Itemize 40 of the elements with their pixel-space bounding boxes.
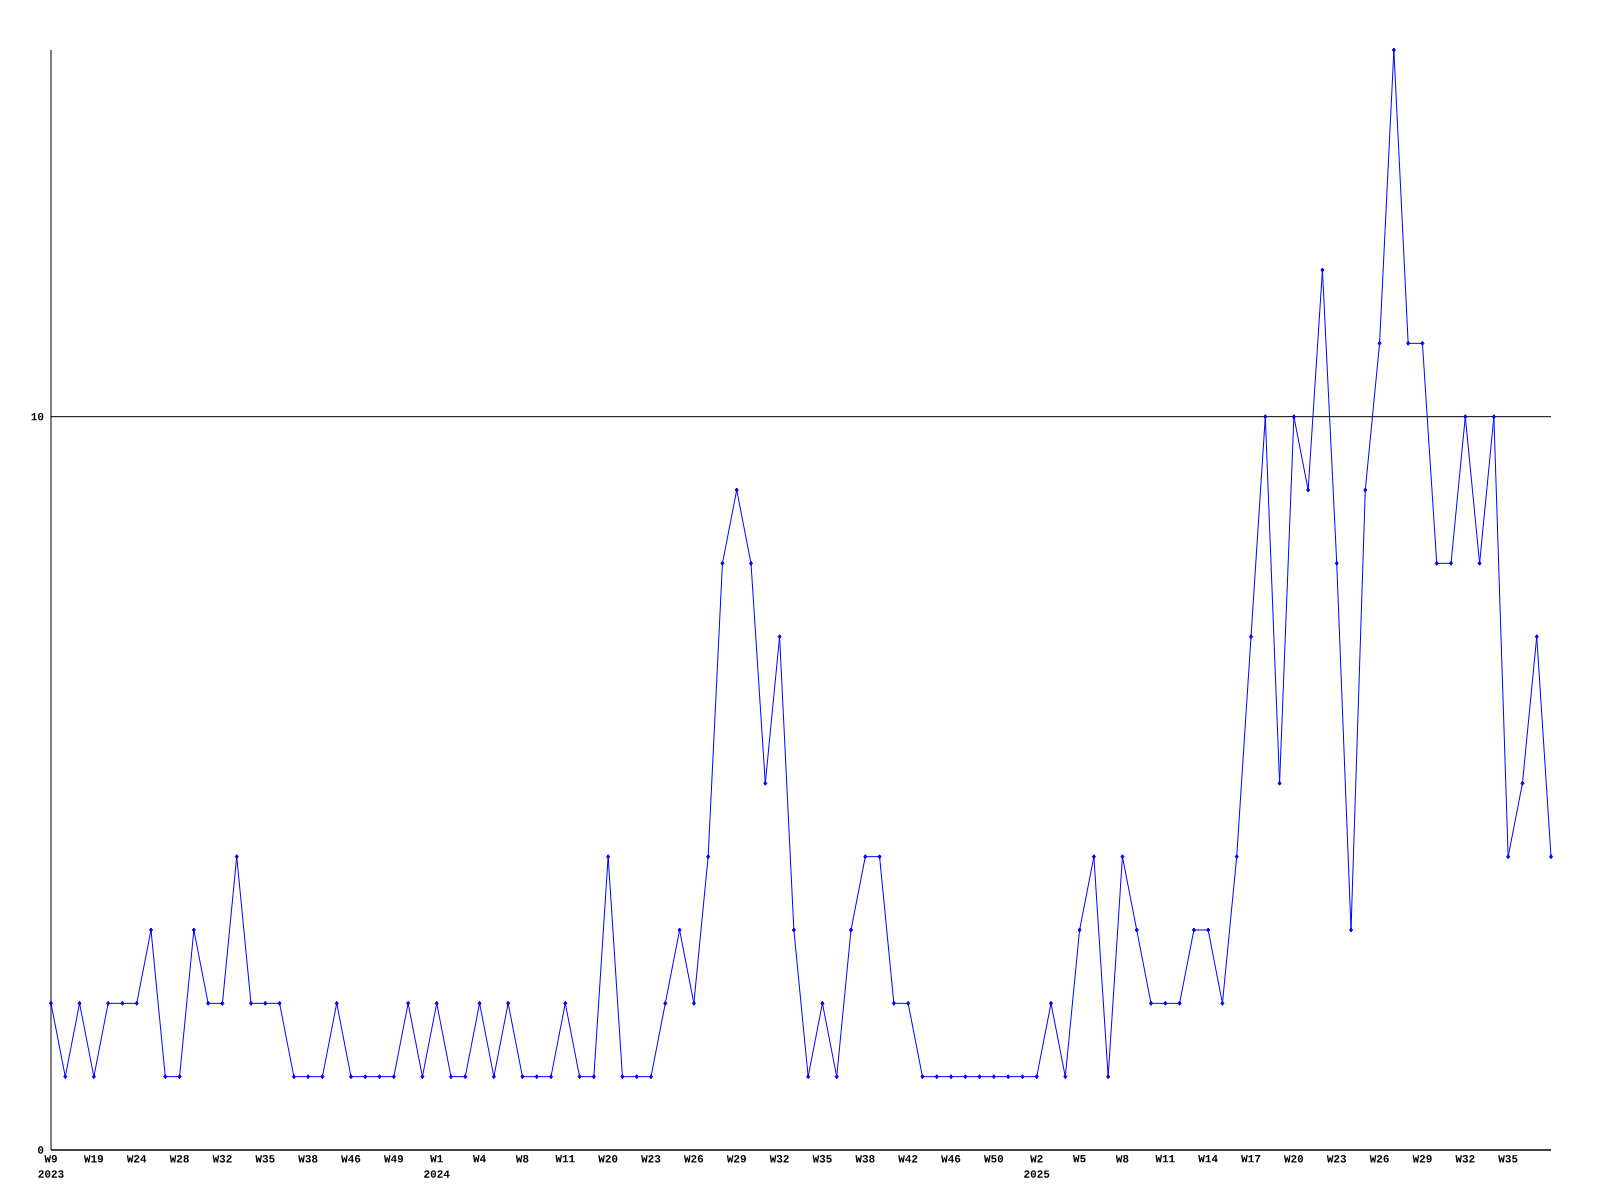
text: 2024 — [424, 1170, 450, 1178]
x-tick-label: W35 — [1498, 1155, 1518, 1163]
x-tick-label: W32 — [1455, 1155, 1475, 1163]
x-tick-label: W11 — [555, 1155, 575, 1163]
x-tick-label: W19 — [83, 1155, 104, 1163]
x-tick-label: W24 — [126, 1155, 147, 1163]
y-tick-label: 10 — [31, 412, 44, 421]
x-tick-label: W38 — [855, 1155, 875, 1163]
x-tick-label: W26 — [684, 1155, 704, 1163]
x-tick-label: W49 — [384, 1155, 404, 1163]
x-tick-label: W17 — [1241, 1155, 1261, 1163]
x-tick-label: W42 — [898, 1155, 918, 1163]
x-tick-label: W4 — [473, 1155, 486, 1163]
text: 2025 — [1024, 1170, 1050, 1178]
x-tick-label: W9 — [44, 1155, 57, 1163]
x-tick-label: W46 — [941, 1155, 961, 1163]
x-tick-label: W46 — [341, 1155, 361, 1163]
x-tick-label: W23 — [1326, 1155, 1347, 1163]
x-tick-label: W50 — [984, 1155, 1004, 1163]
x-tick-label: W2 — [1030, 1155, 1043, 1163]
text: 2023 — [38, 1170, 64, 1178]
x-tick-label: W20 — [1284, 1155, 1304, 1163]
x-tick-label: W20 — [598, 1155, 618, 1163]
x-tick-label: W8 — [1115, 1155, 1129, 1163]
x-tick-label: W38 — [298, 1155, 318, 1163]
x-tick-label: W8 — [515, 1155, 529, 1163]
x-tick-label: W5 — [1073, 1155, 1086, 1163]
x-tick-label: W1 — [430, 1155, 443, 1163]
y-tick-label: 0 — [38, 1146, 44, 1154]
x-tick-label: W14 — [1198, 1155, 1218, 1163]
x-tick-label: W35 — [255, 1155, 275, 1163]
x-tick-label: W23 — [641, 1155, 661, 1163]
x-tick-label: W32 — [212, 1155, 232, 1163]
x-tick-label: W32 — [769, 1155, 789, 1163]
x-tick-label: W35 — [812, 1155, 832, 1163]
x-tick-label: W11 — [1155, 1155, 1175, 1163]
x-tick-label: W29 — [726, 1155, 746, 1163]
x-tick-label: W28 — [169, 1155, 189, 1163]
x-tick-label: W29 — [1412, 1155, 1432, 1163]
x-tick-label: W26 — [1369, 1155, 1389, 1163]
